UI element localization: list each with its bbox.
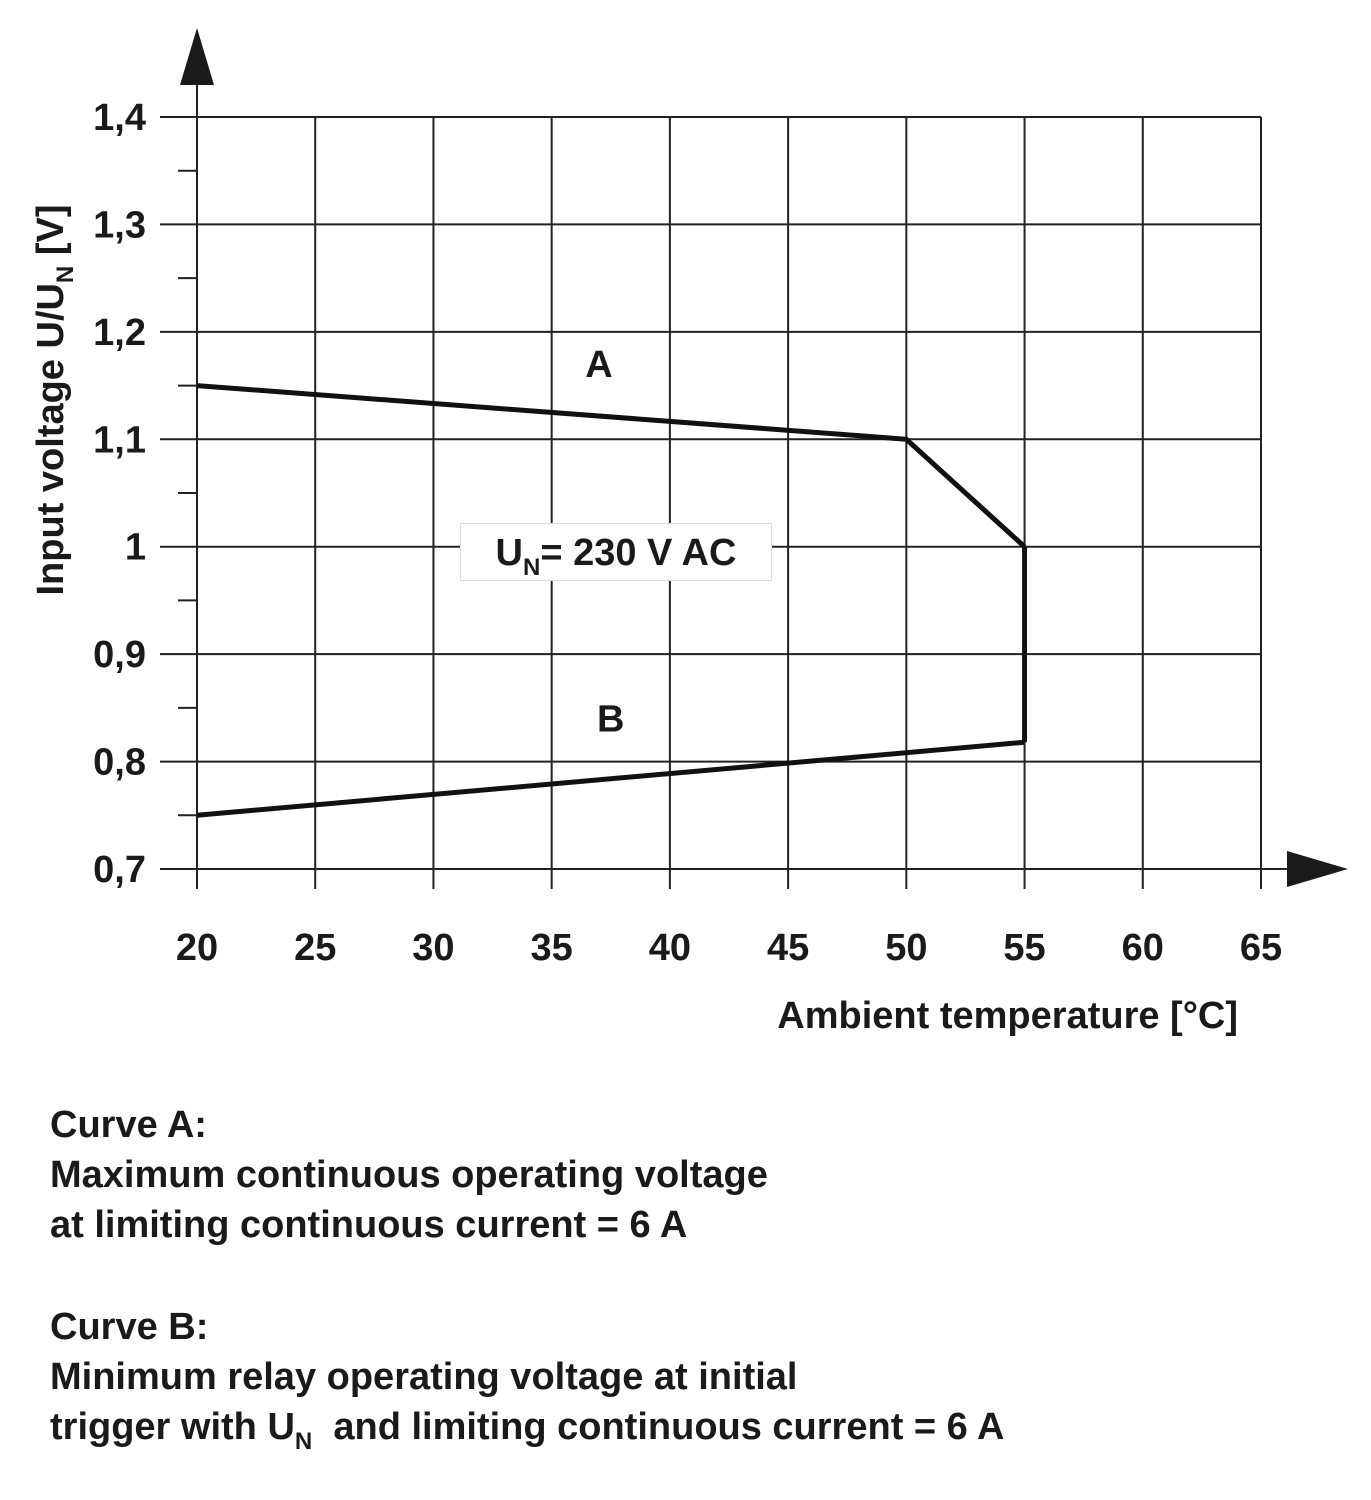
curve-a-description: Curve A: Maximum continuous operating vo… — [50, 1100, 768, 1250]
nominal-voltage-annotation: UN= 230 V AC — [460, 523, 772, 581]
tick-labels: 20 25 30 35 40 45 50 55 60 65 0,7 0,8 0,9 1 1,1 1,2 1,3 1… — [93, 97, 1282, 969]
curve-b-line: trigger with UN and limiting continuous … — [50, 1406, 1005, 1455]
y-tick-label: 1,1 — [93, 419, 146, 461]
x-tick-label: 50 — [885, 927, 927, 969]
y-tick-label: 1,3 — [93, 204, 146, 246]
y-axis-arrow — [180, 28, 214, 85]
x-tick-label: 45 — [767, 927, 809, 969]
x-tick-label: 65 — [1240, 927, 1282, 969]
curve-b-title: Curve B: — [50, 1306, 209, 1348]
x-axis-label: Ambient temperature [°C] — [777, 995, 1238, 1037]
y-tick-label: 1,4 — [93, 97, 146, 139]
x-tick-label: 40 — [649, 927, 691, 969]
y-tick-label: 0,8 — [93, 742, 146, 784]
curve-label-b: B — [597, 699, 624, 741]
y-tick-label: 1,2 — [93, 312, 146, 354]
curve-b-line: Minimum relay operating voltage at initi… — [50, 1356, 798, 1398]
x-tick-label: 25 — [294, 927, 336, 969]
series — [196, 383, 1028, 818]
curve-label-a: A — [585, 344, 612, 386]
y-tick-label: 0,7 — [93, 849, 146, 891]
x-tick-label: 30 — [412, 927, 454, 969]
curve-a-line: Maximum continuous operating voltage — [50, 1154, 768, 1196]
curve-b-description: Curve B: Minimum relay operating voltage… — [50, 1302, 1004, 1467]
y-tick-label: 1 — [125, 527, 146, 569]
curve-a-title: Curve A: — [50, 1104, 207, 1146]
x-tick-label: 55 — [1003, 927, 1045, 969]
x-axis-arrow — [1287, 851, 1348, 887]
curve-a — [196, 383, 1027, 549]
y-tick-label: 0,9 — [93, 634, 146, 676]
x-tick-label: 60 — [1122, 927, 1164, 969]
curve-b — [196, 739, 1025, 818]
curve-a-line: at limiting continuous current = 6 A — [50, 1204, 688, 1246]
y-axis-label: Input voltage U/UN [V] — [30, 204, 79, 595]
x-tick-label: 20 — [176, 927, 218, 969]
x-tick-label: 35 — [531, 927, 573, 969]
